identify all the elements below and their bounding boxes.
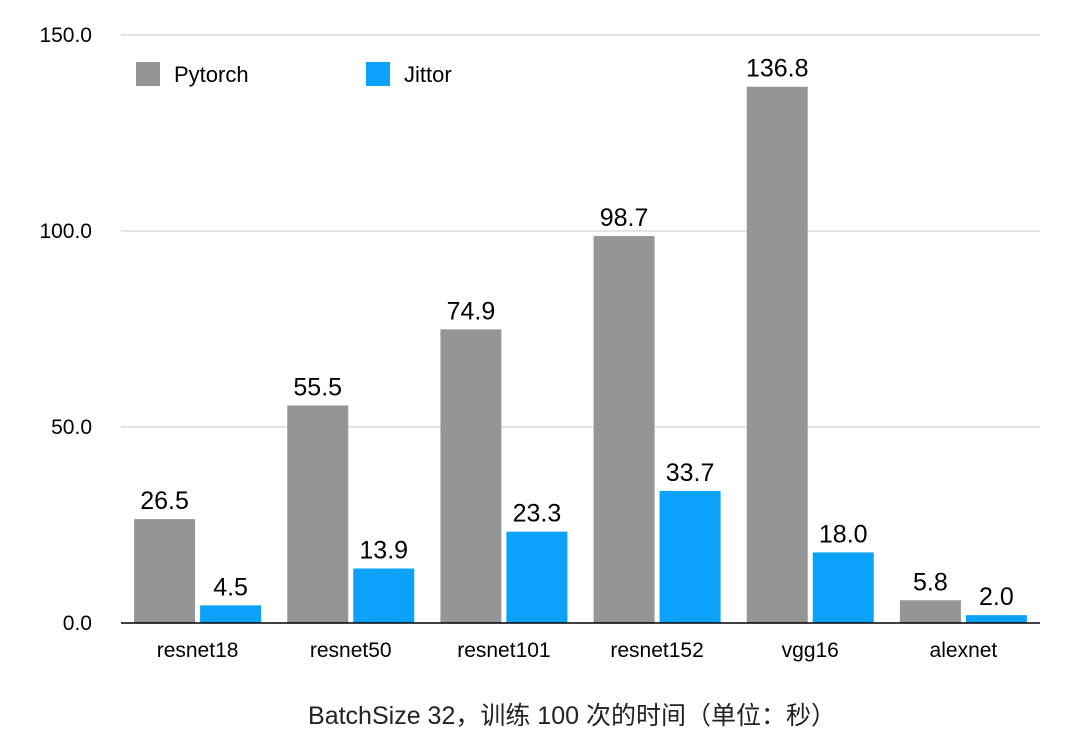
data-label-jittor-vgg16: 18.0: [819, 520, 868, 548]
data-label-jittor-resnet152: 33.7: [666, 459, 715, 487]
bar-jittor-resnet101: [506, 531, 568, 623]
data-label-jittor-alexnet: 2.0: [979, 583, 1014, 611]
bar-jittor-resnet18: [200, 605, 262, 623]
bar-pytorch-resnet101: [440, 329, 502, 623]
x-tick-label-resnet101: resnet101: [457, 639, 550, 662]
y-tick-label: 100.0: [39, 220, 92, 243]
category-labels: resnet18 resnet50 resnet101 resnet152 vgg16 a…: [157, 639, 998, 662]
bar-pytorch-resnet50: [287, 405, 349, 623]
data-label-pytorch-resnet152: 98.7: [600, 204, 649, 232]
data-label-jittor-resnet101: 23.3: [513, 500, 562, 528]
bar-jittor-vgg16: [812, 552, 874, 623]
y-tick-label: 0.0: [63, 612, 92, 635]
bar-pytorch-vgg16: [746, 86, 808, 623]
legend-swatch-pytorch: [136, 62, 160, 86]
data-label-pytorch-resnet50: 55.5: [293, 373, 342, 401]
legend-label-jittor: Jittor: [404, 62, 452, 87]
bars: [134, 86, 1027, 623]
gridlines: [121, 34, 1040, 428]
x-tick-label-resnet18: resnet18: [157, 639, 239, 662]
data-label-jittor-resnet18: 4.5: [213, 573, 248, 601]
bar-pytorch-resnet18: [134, 519, 196, 623]
data-label-pytorch-resnet18: 26.5: [140, 487, 189, 515]
data-label-pytorch-vgg16: 136.8: [746, 55, 809, 83]
bar-pytorch-resnet152: [593, 236, 655, 623]
y-tick-label: 50.0: [51, 416, 92, 439]
legend: Pytorch Jittor: [136, 62, 452, 87]
x-tick-label-alexnet: alexnet: [930, 639, 998, 662]
legend-label-pytorch: Pytorch: [174, 62, 249, 87]
legend-swatch-jittor: [366, 62, 390, 86]
bar-jittor-resnet152: [659, 490, 721, 623]
data-labels: 26.5 4.5 55.5 13.9 74.9 23.3 98.7 33.7 136.8 18.0…: [140, 55, 1014, 611]
data-label-pytorch-resnet101: 74.9: [447, 297, 496, 325]
data-label-pytorch-alexnet: 5.8: [913, 568, 948, 596]
y-axis-ticks: 0.0 50.0 100.0 150.0: [39, 24, 92, 635]
x-tick-label-resnet50: resnet50: [310, 639, 392, 662]
x-axis-label: BatchSize 32，训练 100 次的时间（单位：秒）: [308, 702, 836, 730]
bar-jittor-resnet50: [353, 568, 415, 623]
y-tick-label: 150.0: [39, 24, 92, 47]
bar-jittor-alexnet: [965, 615, 1027, 623]
bar-pytorch-alexnet: [899, 600, 961, 623]
x-tick-label-vgg16: vgg16: [782, 639, 839, 662]
x-tick-label-resnet152: resnet152: [610, 639, 703, 662]
data-label-jittor-resnet50: 13.9: [359, 537, 408, 565]
